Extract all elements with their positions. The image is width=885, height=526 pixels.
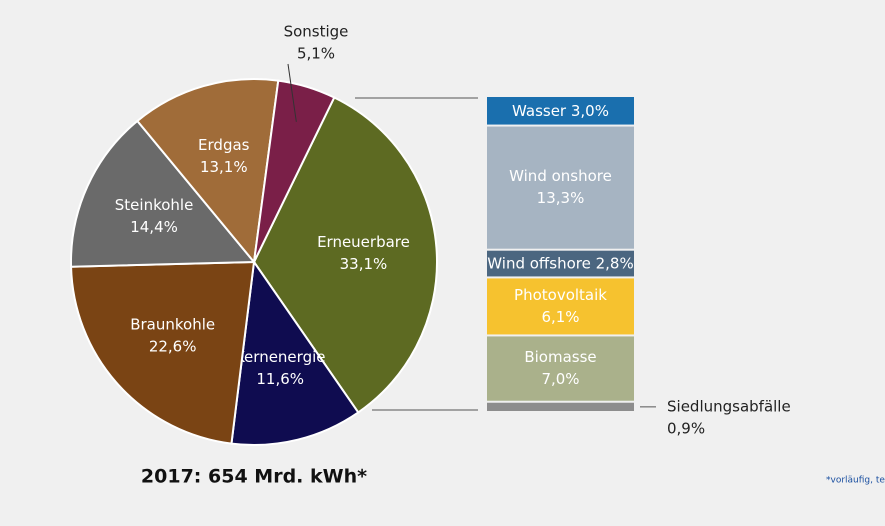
segment-label-name: Biomasse — [524, 348, 596, 366]
segment-label-name: Photovoltaik — [514, 286, 607, 304]
pie-slice — [70, 260, 256, 445]
pie-caption: 2017: 654 Mrd. kWh* — [141, 466, 367, 488]
slice-label-value: 11,6% — [256, 370, 304, 388]
footnote: *vorläufig, te — [826, 476, 885, 486]
segment-value: 2,8% — [596, 254, 634, 272]
bar-segment — [487, 402, 634, 411]
slice-label-name: Erneuerbare — [317, 233, 410, 251]
slice-label-name: Kernenergie — [235, 348, 326, 366]
segment-name: Wasser — [512, 101, 567, 119]
segment-value: 0,9% — [667, 419, 705, 437]
label-leader — [287, 63, 297, 122]
segment-label: Wind offshore 2,8% — [487, 254, 633, 272]
bar-segment — [487, 250, 634, 277]
slice-label-value: 33,1% — [340, 255, 388, 273]
segment-label: Wasser 3,0% — [512, 101, 609, 119]
slice-label-name: Braunkohle — [130, 315, 215, 333]
slice-label-value: 22,6% — [149, 337, 197, 355]
slice-label-name: Sonstige — [284, 23, 349, 41]
slice-label-value: 13,1% — [200, 158, 248, 176]
segment-name: Wind offshore — [487, 254, 591, 272]
bar-segment — [487, 336, 634, 401]
slice-label-name: Steinkohle — [115, 196, 194, 214]
slice-label-name: Erdgas — [198, 136, 250, 154]
segment-name: Siedlungsabfälle — [667, 397, 791, 415]
pie-slice — [70, 119, 257, 268]
segment-label-value: 6,1% — [541, 308, 579, 326]
segment-label-value: 7,0% — [541, 370, 579, 388]
pie-slice — [230, 259, 360, 446]
segment-value: 3,0% — [571, 101, 609, 119]
slice-label-value: 14,4% — [130, 218, 178, 236]
segment-label-value: 13,3% — [537, 189, 585, 207]
pie-slice — [252, 96, 438, 414]
bar-segment — [487, 97, 634, 125]
slice-label-value: 5,1% — [297, 45, 335, 63]
pie-slice — [135, 78, 280, 265]
pie-slice — [253, 79, 336, 263]
segment-label-name: Wind onshore — [509, 167, 612, 185]
bar-segment — [487, 126, 634, 249]
bar-segment — [487, 278, 634, 335]
